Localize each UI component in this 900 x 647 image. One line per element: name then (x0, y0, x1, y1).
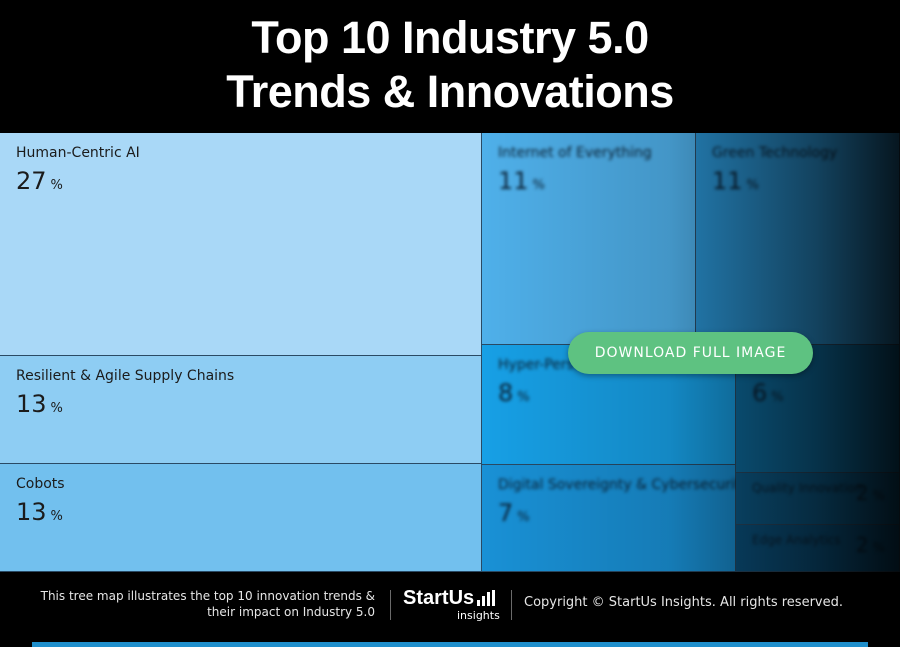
treemap-cell-label: Resilient & Agile Supply Chains (16, 368, 235, 384)
caption-line-2: their impact on Industry 5.0 (207, 605, 375, 619)
treemap-cell-label: Internet of Everything (498, 145, 652, 161)
treemap-cell-value: 6% (752, 379, 784, 407)
treemap-cell-label: Cobots (16, 476, 65, 492)
treemap-cell-label: Quality Innovation (752, 481, 863, 495)
treemap-cell-value-unit: % (517, 390, 530, 405)
footer-divider-left (390, 590, 391, 620)
treemap-cell-value-number: 27 (16, 167, 47, 195)
download-full-image-button[interactable]: DOWNLOAD FULL IMAGE (568, 332, 813, 374)
treemap-cell: Resilient & Agile Supply Chains 13% (0, 356, 482, 464)
treemap-cell: Digital Sovereignty & Cybersecurity 7% (482, 465, 749, 572)
treemap-cell-value-number: 2 (855, 533, 869, 557)
treemap-cell: Quality Innovation 2% (736, 473, 900, 525)
treemap-cell-value: 11% (498, 167, 545, 195)
chart-title: Top 10 Industry 5.0 Trends & Innovations (0, 0, 900, 133)
treemap-cell-value-unit: % (50, 178, 63, 193)
treemap-cell-value-unit: % (50, 401, 63, 416)
treemap-cell-value-unit: % (50, 509, 63, 524)
treemap-cell-value-unit: % (872, 541, 885, 556)
treemap-cell-value: 11% (712, 167, 759, 195)
treemap-cell: Edge Analytics 2% (736, 525, 900, 572)
treemap-cell-label: Human-Centric AI (16, 145, 140, 161)
title-line-2: Trends & Innovations (226, 66, 674, 117)
treemap-cell-value-number: 13 (16, 390, 47, 418)
footer-divider-right (511, 590, 512, 620)
treemap-cell-value-number: 6 (752, 379, 768, 407)
caption-line-1: This tree map illustrates the top 10 inn… (40, 589, 375, 603)
treemap-cell: Cobots 13% (0, 464, 482, 572)
treemap-cell-value-number: 7 (498, 499, 514, 527)
treemap-cell: Internet of Everything 11% (482, 133, 696, 345)
footer: This tree map illustrates the top 10 inn… (0, 572, 900, 647)
treemap-cell-label: Green Technology (712, 145, 838, 161)
treemap-cell-value-number: 8 (498, 379, 514, 407)
treemap-cell-value: 13% (16, 498, 63, 526)
bottom-accent-bar (32, 642, 868, 647)
treemap-cell-value: 8% (498, 379, 530, 407)
treemap-cell-value: 2% (856, 533, 885, 557)
treemap-cell-value-number: 11 (498, 167, 529, 195)
treemap-cell: Human-Centric AI 27% (0, 133, 482, 356)
treemap-cell: Green Technology 11% (696, 133, 900, 345)
logo-bars-icon (477, 590, 496, 606)
treemap-cell-value-number: 2 (855, 481, 869, 505)
logo-brand-text: StartUs (403, 587, 475, 609)
footer-caption: This tree map illustrates the top 10 inn… (20, 588, 375, 620)
treemap-cell-value-number: 11 (712, 167, 743, 195)
treemap-cell-value: 2% (856, 481, 885, 505)
treemap-cell-value-unit: % (746, 178, 759, 193)
treemap-cell-value-unit: % (771, 390, 784, 405)
treemap-cell-value-unit: % (532, 178, 545, 193)
treemap-cell-value: 13% (16, 390, 63, 418)
treemap-cell-label: Edge Analytics (752, 533, 841, 547)
logo-sub-text: insights (457, 609, 500, 622)
copyright-text: Copyright © StartUs Insights. All rights… (524, 595, 843, 610)
treemap-cell-value-number: 13 (16, 498, 47, 526)
startus-insights-logo[interactable]: StartUs insights (403, 586, 503, 626)
treemap-cell-value-unit: % (517, 510, 530, 525)
treemap-cell-value: 27% (16, 167, 63, 195)
treemap-cell-value-unit: % (872, 489, 885, 504)
treemap-cell-label: Digital Sovereignty & Cybersecurity (498, 477, 749, 493)
title-line-1: Top 10 Industry 5.0 (251, 12, 649, 63)
treemap-cell-value: 7% (498, 499, 530, 527)
